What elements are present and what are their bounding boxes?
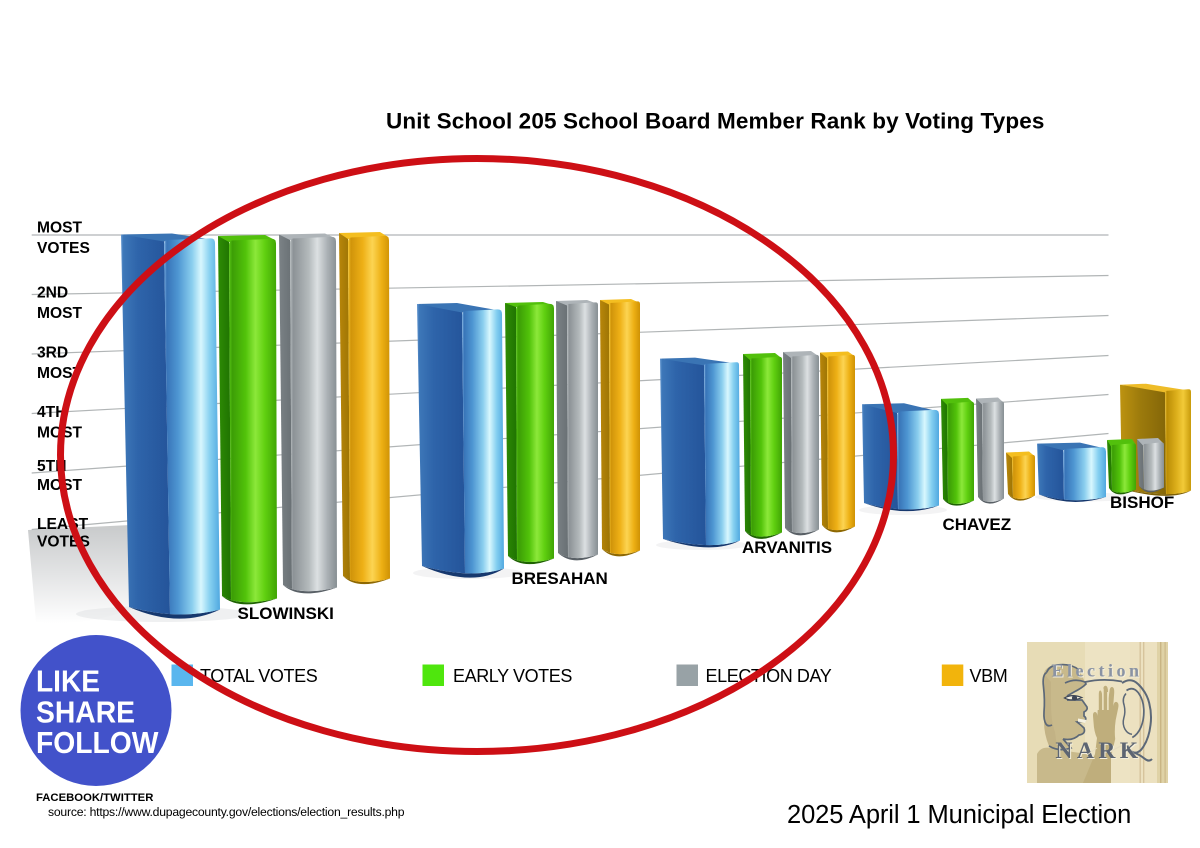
- svg-text:FOLLOW: FOLLOW: [36, 725, 159, 760]
- svg-text:CHAVEZ: CHAVEZ: [943, 515, 1012, 534]
- svg-text:BISHOF: BISHOF: [1110, 493, 1174, 512]
- svg-text:VBM: VBM: [970, 666, 1008, 686]
- svg-text:source: https://www.dupagecoun: source: https://www.dupagecounty.gov/ele…: [48, 805, 405, 819]
- svg-text:EARLY VOTES: EARLY VOTES: [453, 666, 572, 686]
- svg-text:MOST: MOST: [37, 220, 83, 237]
- svg-text:Election: Election: [1053, 661, 1144, 681]
- svg-text:2ND: 2ND: [37, 285, 68, 302]
- svg-text:ARVANITIS: ARVANITIS: [742, 538, 832, 557]
- svg-text:4TH: 4TH: [37, 404, 66, 421]
- svg-text:3RD: 3RD: [37, 345, 68, 362]
- svg-text:SLOWINSKI: SLOWINSKI: [238, 604, 334, 623]
- svg-text:LEAST: LEAST: [37, 516, 89, 533]
- svg-text:FACEBOOK/TWITTER: FACEBOOK/TWITTER: [36, 792, 153, 804]
- svg-text:Election: Election: [1052, 661, 1143, 681]
- svg-text:NARK: NARK: [1055, 738, 1142, 764]
- svg-text:BRESAHAN: BRESAHAN: [512, 569, 608, 588]
- svg-text:VOTES: VOTES: [37, 240, 90, 257]
- svg-text:2025 April 1 Municipal Electio: 2025 April 1 Municipal Election: [787, 801, 1131, 829]
- svg-text:Unit School 205 School Board M: Unit School 205 School Board Member Rank…: [386, 109, 1045, 134]
- svg-text:LIKE: LIKE: [36, 664, 100, 699]
- svg-text:ELECTION DAY: ELECTION DAY: [706, 666, 832, 686]
- svg-text:NARK: NARK: [1056, 739, 1143, 765]
- svg-text:MOST: MOST: [37, 305, 83, 322]
- svg-text:TOTAL VOTES: TOTAL VOTES: [200, 666, 318, 686]
- svg-text:SHARE: SHARE: [36, 695, 135, 730]
